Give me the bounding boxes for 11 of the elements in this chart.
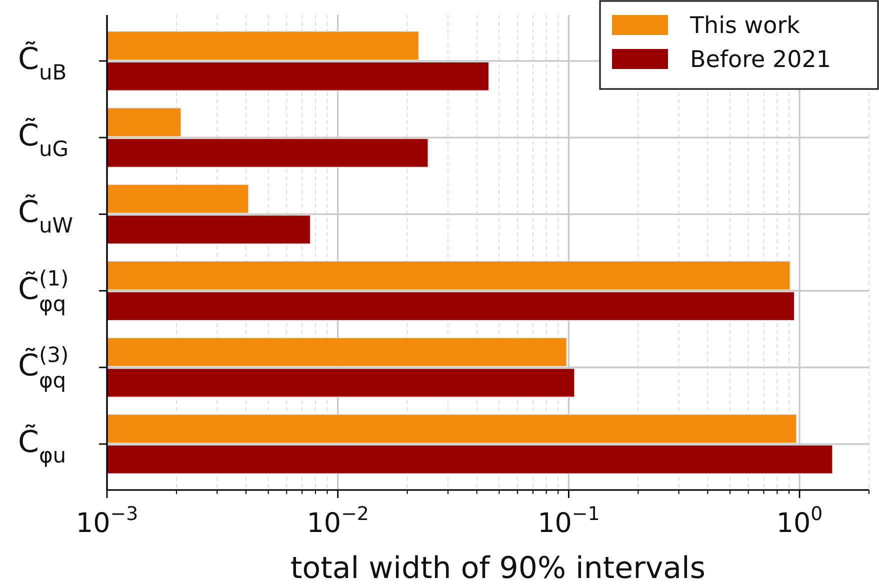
x-tick-label: 10$^{−3}$ [76,502,138,539]
x-tick-label: 10$^{0}$ [776,502,823,539]
x-axis-title: total width of 90% intervals [290,551,706,586]
legend-label: Before 2021 [690,47,832,73]
y-tick-label: C̃$_{φu}$ [18,424,66,468]
legend-label: This work [689,13,801,39]
y-tick-label: C̃$_{uG}$ [18,117,69,162]
y-tick-label: C̃$_{uW}$ [18,194,74,238]
x-tick-label: 10$^{−2}$ [306,502,369,539]
x-tick-label: 10$^{−1}$ [538,502,600,539]
y-tick-label: C̃$_{uB}$ [18,40,67,84]
